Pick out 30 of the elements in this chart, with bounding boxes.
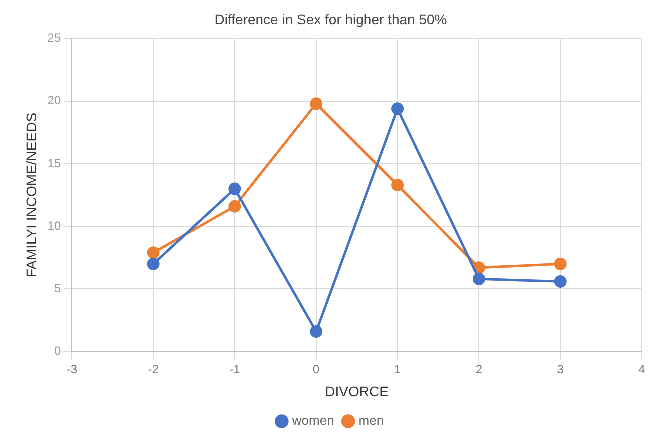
point xyxy=(554,275,567,288)
point xyxy=(228,182,242,196)
x-tick-label: 1 xyxy=(394,362,402,376)
x-tick-label: 2 xyxy=(476,362,483,376)
y-tick-label: 25 xyxy=(48,31,62,46)
point xyxy=(147,246,160,260)
point xyxy=(147,258,160,270)
y-tick-label: 5 xyxy=(54,282,62,296)
x-tick-label: 4 xyxy=(638,362,646,376)
point xyxy=(310,326,323,338)
chart-title: Difference in Sex for higher than 50% xyxy=(214,11,448,28)
point xyxy=(228,200,242,213)
x-tick-label: 3 xyxy=(557,362,564,376)
y-tick-label: 0 xyxy=(54,344,62,358)
point xyxy=(472,272,486,286)
point xyxy=(310,98,323,110)
x-tick-label: -2 xyxy=(148,362,160,376)
x-tick-label: -3 xyxy=(66,362,78,376)
point xyxy=(392,102,404,116)
legend-label: women xyxy=(291,413,334,428)
legend-label: men xyxy=(358,413,384,428)
x-tick-label: -1 xyxy=(230,362,241,376)
y-tick-label: 15 xyxy=(48,156,62,170)
y-tick-label: 10 xyxy=(48,218,62,233)
point xyxy=(554,258,567,270)
y-axis-title: FAMILYI INCOME/NEEDS xyxy=(23,112,40,278)
x-axis-title: DIVORCE xyxy=(325,383,389,400)
point xyxy=(392,179,404,192)
y-tick-label: 20 xyxy=(48,94,62,108)
x-tick-label: 0 xyxy=(313,362,320,376)
